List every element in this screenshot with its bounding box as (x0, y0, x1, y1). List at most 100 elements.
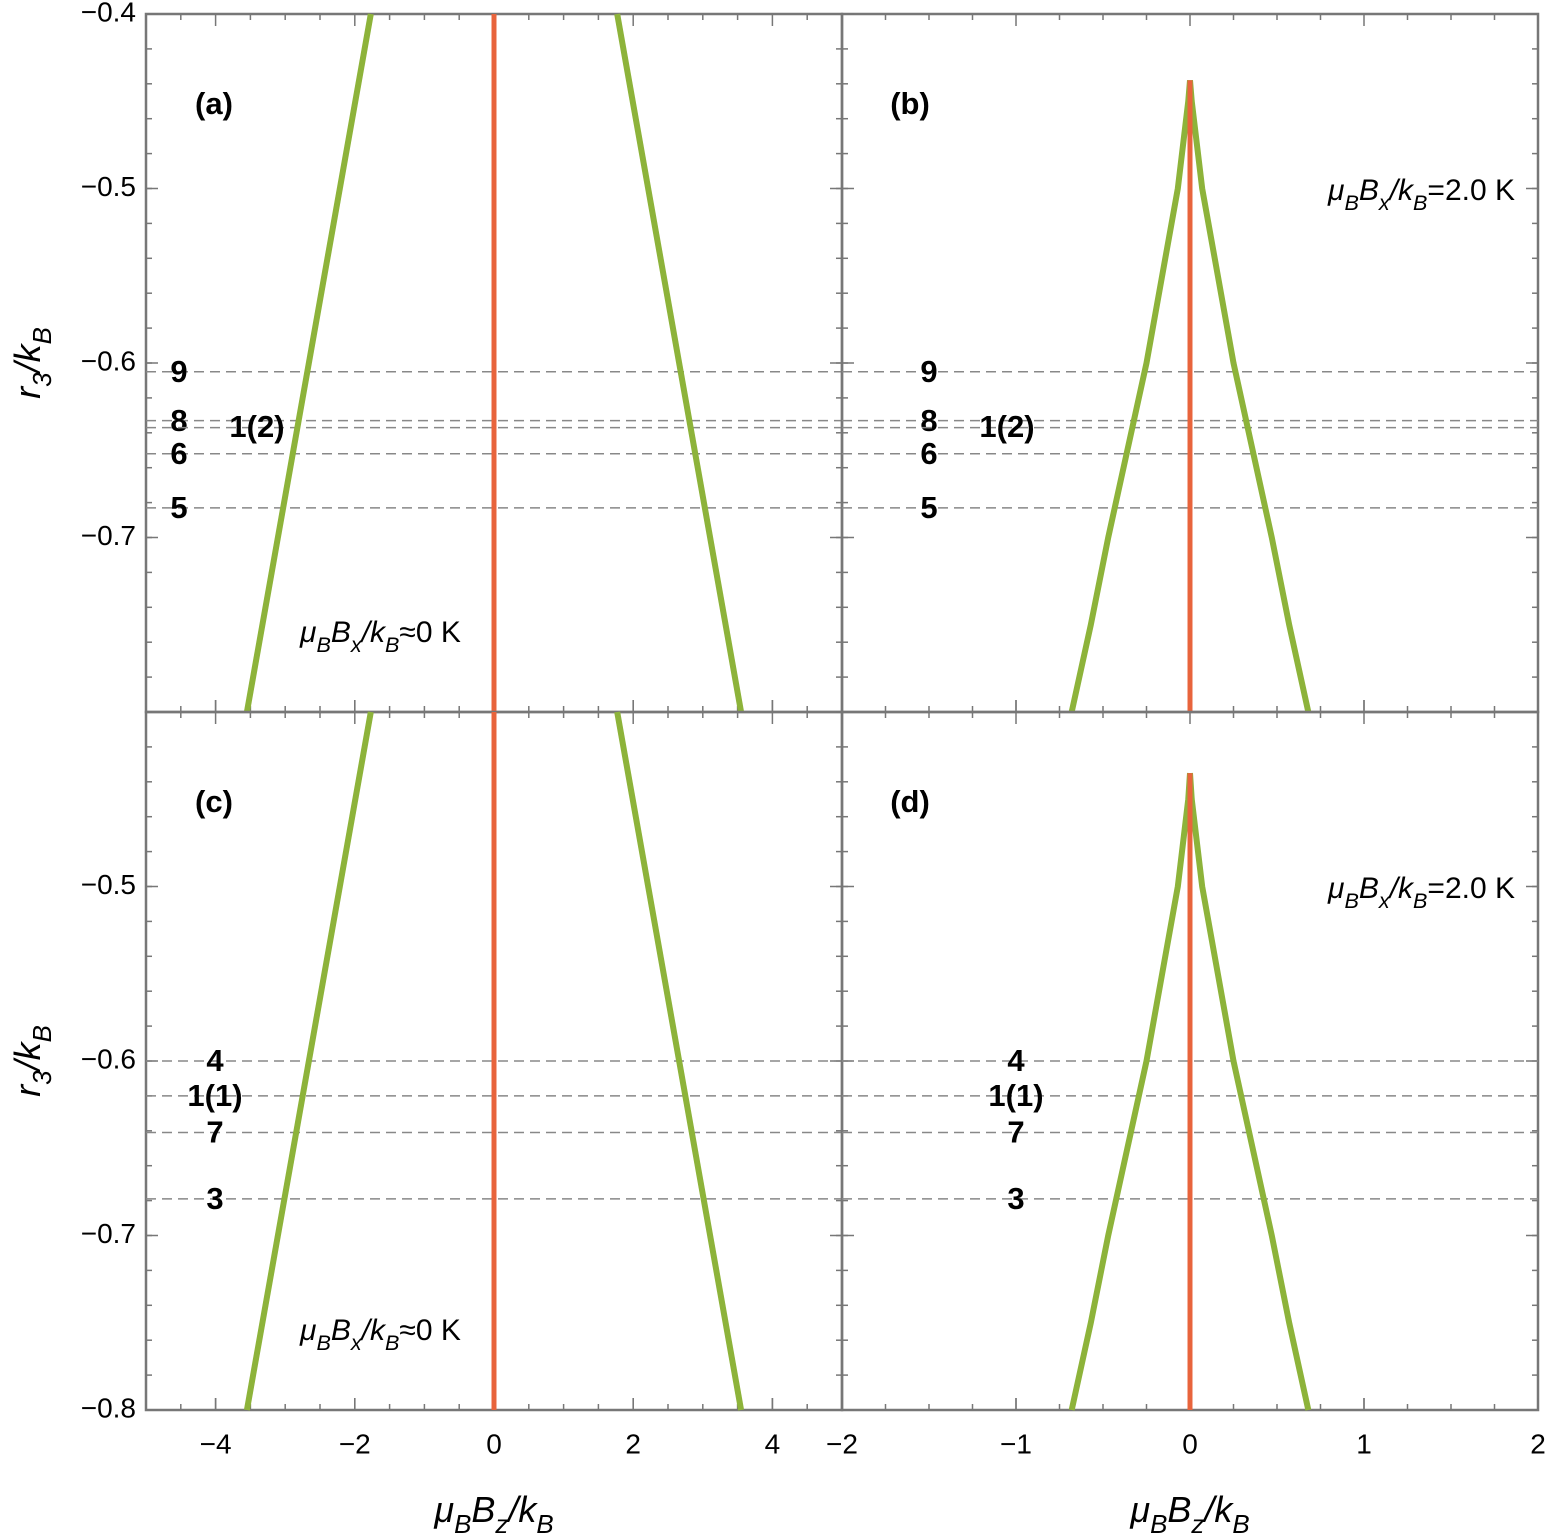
y-tick-label: −0.7 (81, 1218, 136, 1249)
annotation: μBBx/kB=2.0 K (1327, 174, 1515, 215)
text-part: B (331, 1314, 351, 1347)
y-tick-label: −0.7 (81, 520, 136, 551)
text-part: B (29, 327, 57, 344)
text-part: /k (1388, 174, 1415, 207)
panel-label: (d) (890, 784, 930, 819)
text-part: /k (7, 1040, 48, 1073)
panel-label: (c) (195, 784, 233, 819)
text-part: μ (1327, 174, 1344, 207)
level-label: 7 (1007, 1115, 1024, 1150)
text-part: /k (505, 1489, 538, 1530)
text-part: B (385, 1330, 399, 1355)
text-part: μ (1327, 872, 1344, 905)
text-part: B (471, 1489, 495, 1530)
text-part: B (1232, 1511, 1249, 1538)
text-part: x (1378, 888, 1391, 913)
y-tick-label: −0.6 (81, 1043, 136, 1074)
text-part: B (1413, 888, 1427, 913)
y-tick-label: −0.8 (81, 1392, 136, 1423)
text-part: B (316, 632, 330, 657)
level-label: 1(2) (229, 409, 284, 444)
text-part: r (7, 1083, 48, 1097)
level-label: 8 (170, 403, 187, 438)
text-part: B (29, 1025, 57, 1042)
y-tick-label: −0.5 (81, 171, 136, 202)
text-part: z (494, 1511, 508, 1538)
x-tick-label: −2 (826, 1428, 858, 1459)
x-tick-label: −2 (339, 1428, 371, 1459)
y-axis-label: r3/kB (7, 327, 57, 399)
level-label: 6 (170, 436, 187, 471)
x-tick-label: 1 (1356, 1428, 1372, 1459)
text-part: B (1150, 1511, 1167, 1538)
text-part: B (1167, 1489, 1191, 1530)
curve (614, 711, 745, 1411)
text-part: /k (1201, 1489, 1234, 1530)
x-tick-label: 0 (1182, 1428, 1198, 1459)
text-part: B (1413, 190, 1427, 215)
text-part: /k (360, 1314, 387, 1347)
level-label: 3 (1007, 1181, 1024, 1216)
text-part: x (350, 632, 363, 657)
level-label: 5 (170, 490, 187, 525)
x-tick-label: 0 (486, 1428, 502, 1459)
text-part: x (1378, 190, 1391, 215)
y-tick-label: −0.5 (81, 869, 136, 900)
text-part: /k (7, 342, 48, 375)
curve (614, 13, 745, 713)
text-part: z (1190, 1511, 1204, 1538)
level-label: 8 (920, 403, 937, 438)
level-label: 6 (920, 436, 937, 471)
text-part: 3 (29, 1070, 57, 1085)
level-label: 1(1) (187, 1078, 242, 1113)
panel-label: (b) (890, 86, 930, 121)
x-tick-label: 2 (1530, 1428, 1546, 1459)
level-label: 5 (920, 490, 937, 525)
text-part: B (331, 616, 351, 649)
level-label: 4 (206, 1043, 224, 1078)
level-label: 9 (170, 354, 187, 389)
text-part: =2.0 K (1427, 872, 1515, 905)
text-part: /k (360, 616, 387, 649)
level-label: 7 (206, 1115, 223, 1150)
curve (243, 13, 374, 713)
x-axis-label: μBBz/kB (433, 1489, 553, 1538)
text-part: B (1359, 872, 1379, 905)
text-part: B (536, 1511, 553, 1538)
text-part: B (1344, 190, 1358, 215)
text-part: B (385, 632, 399, 657)
annotation: μBBx/kB≈0 K (299, 1314, 461, 1355)
text-part: x (350, 1330, 363, 1355)
text-part: ≈0 K (399, 1314, 461, 1347)
text-part: ≈0 K (399, 616, 461, 649)
curve (243, 711, 374, 1411)
text-part: μ (433, 1489, 454, 1530)
level-label: 9 (920, 354, 937, 389)
text-part: B (454, 1511, 471, 1538)
text-part: B (316, 1330, 330, 1355)
text-part: μ (1129, 1489, 1150, 1530)
level-label: 3 (206, 1181, 223, 1216)
x-tick-label: 4 (765, 1428, 781, 1459)
x-axis-label: μBBz/kB (1129, 1489, 1249, 1538)
curve (1187, 772, 1312, 1411)
text-part: B (1359, 174, 1379, 207)
text-part: /k (1388, 872, 1415, 905)
level-label: 4 (1007, 1043, 1025, 1078)
text-part: B (1344, 888, 1358, 913)
curve (1187, 80, 1312, 713)
curve (1068, 772, 1193, 1411)
x-tick-label: −4 (200, 1428, 232, 1459)
level-label: 1(1) (988, 1078, 1043, 1113)
panel-label: (a) (195, 86, 233, 121)
text-part: μ (299, 616, 316, 649)
text-part: μ (299, 1314, 316, 1347)
level-label: 1(2) (979, 409, 1034, 444)
y-tick-label: −0.4 (81, 0, 136, 27)
text-part: 3 (29, 372, 57, 387)
annotation: μBBx/kB=2.0 K (1327, 872, 1515, 913)
text-part: r (7, 385, 48, 399)
y-tick-label: −0.6 (81, 345, 136, 376)
text-part: =2.0 K (1427, 174, 1515, 207)
